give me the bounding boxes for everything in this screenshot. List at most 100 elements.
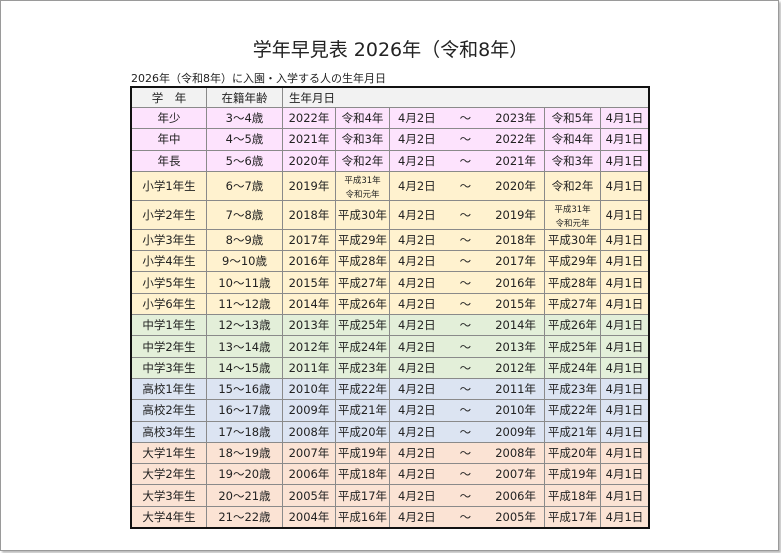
page-title: 学年早見表 2026年（令和8年） (252, 39, 529, 61)
grade-cell: 小学2年生 (130, 199, 207, 230)
table-row: 大学2年生 19～20歳 2006年 平成18年 4月2日 ～ 2007年 平成19年 4月1日 (130, 463, 650, 486)
start-date: 4月2日 (398, 318, 436, 333)
grade-cell: 高校3年生 (130, 420, 207, 443)
start-date: 4月2日 (398, 403, 436, 418)
end-date-cell: 4月1日 (600, 292, 650, 316)
date-range-cell: 4月2日 ～ 2013年 (389, 335, 545, 358)
grade-cell: 小学3年生 (130, 228, 207, 252)
table-row: 小学4年生 9～10歳 2016年 平成28年 4月2日 ～ 2017年 平成29年 4月1日 (130, 250, 650, 273)
table-row: 小学1年生 6～7歳 2019年 平成31年 令和元年 4月2日 ～ 2020年 令和2年 4月1… (130, 170, 650, 201)
header-grade: 学 年 (130, 86, 207, 108)
grade-cell: 中学1年生 (130, 314, 207, 337)
end-year: 2008年 (495, 446, 536, 460)
end-year: 2007年 (495, 467, 536, 482)
tilde: ～ (459, 403, 472, 418)
start-year-cell: 2006年 (282, 463, 336, 486)
end-date-cell: 4月1日 (600, 441, 650, 465)
date-range-cell: 4月2日 ～ 2019年 (389, 199, 545, 230)
start-era-cell: 平成16年 (335, 505, 390, 529)
start-year-cell: 2019年 (282, 170, 336, 201)
age-cell: 16～17歳 (206, 399, 283, 422)
end-date-cell: 4月1日 (600, 106, 650, 130)
end-era-cell: 平成30年 (544, 228, 601, 252)
age-cell: 9～10歳 (206, 250, 283, 273)
tilde: ～ (459, 296, 472, 311)
age-cell: 10～11歳 (206, 271, 283, 294)
date-range-cell: 4月2日 ～ 2020年 (389, 170, 545, 201)
table-row: 高校2年生 16～17歳 2009年 平成21年 4月2日 ～ 2010年 平成22年 4月1日 (130, 399, 650, 422)
start-date: 4月2日 (398, 488, 436, 503)
end-year: 2022年 (495, 132, 536, 147)
era-line: 令和元年 (345, 189, 380, 200)
tilde: ～ (459, 318, 472, 333)
end-date-cell: 4月1日 (600, 335, 650, 358)
end-year: 2009年 (495, 424, 536, 439)
end-era-cell: 平成20年 (544, 441, 601, 465)
end-era-cell: 令和5年 (544, 106, 601, 130)
start-year-cell: 2014年 (282, 292, 336, 316)
grade-cell: 小学6年生 (130, 292, 207, 316)
table-row: 中学3年生 14～15歳 2011年 平成23年 4月2日 ～ 2012年 平成24年 4月1日 (130, 356, 650, 379)
end-era-cell: 令和3年 (544, 149, 601, 172)
end-year: 2016年 (495, 275, 536, 290)
table-row: 高校3年生 17～18歳 2008年 平成20年 4月2日 ～ 2009年 平成21年 4月1日 (130, 420, 650, 443)
end-year: 2011年 (495, 382, 536, 397)
end-era-cell: 令和4年 (544, 128, 601, 151)
age-cell: 21～22歳 (206, 505, 283, 529)
date-range-cell: 4月2日 ～ 2017年 (389, 250, 545, 273)
end-year: 2006年 (495, 488, 536, 503)
start-year-cell: 2008年 (282, 420, 336, 443)
tilde: ～ (459, 207, 472, 222)
start-era-cell: 平成27年 (335, 271, 390, 294)
end-era-cell: 平成29年 (544, 250, 601, 273)
start-date: 4月2日 (398, 509, 436, 524)
age-cell: 4～5歳 (206, 128, 283, 151)
start-era-cell: 令和2年 (335, 149, 390, 172)
end-era-cell: 平成31年 令和元年 (544, 199, 601, 230)
table-row: 中学1年生 12～13歳 2013年 平成25年 4月2日 ～ 2014年 平成26年 4月1日 (130, 314, 650, 337)
start-year-cell: 2021年 (282, 128, 336, 151)
tilde: ～ (459, 111, 472, 126)
end-date-cell: 4月1日 (600, 505, 650, 529)
start-date: 4月2日 (398, 424, 436, 439)
tilde: ～ (459, 446, 472, 460)
start-date: 4月2日 (398, 275, 436, 290)
era-line: 平成31年 (344, 175, 381, 186)
date-range-cell: 4月2日 ～ 2012年 (389, 356, 545, 379)
end-date-cell: 4月1日 (600, 356, 650, 379)
grade-cell: 小学1年生 (130, 170, 207, 201)
start-date: 4月2日 (398, 132, 436, 147)
start-date: 4月2日 (398, 446, 436, 460)
start-date: 4月2日 (398, 178, 436, 193)
era-line: 令和元年 (555, 218, 590, 229)
table-row: 年少 3～4歳 2022年 令和4年 4月2日 ～ 2023年 令和5年 4月1日 (130, 106, 650, 130)
tilde: ～ (459, 254, 472, 269)
header-birthdate: 生年月日 (282, 86, 650, 108)
end-era-cell: 平成24年 (544, 356, 601, 379)
end-era-cell: 平成25年 (544, 335, 601, 358)
start-date: 4月2日 (398, 153, 436, 168)
date-range-cell: 4月2日 ～ 2008年 (389, 441, 545, 465)
date-range-cell: 4月2日 ～ 2011年 (389, 377, 545, 401)
table-row: 高校1年生 15～16歳 2010年 平成22年 4月2日 ～ 2011年 平成23年 4月1日 (130, 377, 650, 401)
end-date-cell: 4月1日 (600, 399, 650, 422)
start-date: 4月2日 (398, 467, 436, 482)
grade-cell: 高校1年生 (130, 377, 207, 401)
tilde: ～ (459, 132, 472, 147)
end-date-cell: 4月1日 (600, 271, 650, 294)
table-row: 大学1年生 18～19歳 2007年 平成19年 4月2日 ～ 2008年 平成20年 4月1日 (130, 441, 650, 465)
end-date-cell: 4月1日 (600, 314, 650, 337)
start-era-cell: 平成19年 (335, 441, 390, 465)
start-era-cell: 平成25年 (335, 314, 390, 337)
end-era-cell: 平成27年 (544, 292, 601, 316)
start-year-cell: 2013年 (282, 314, 336, 337)
start-year-cell: 2005年 (282, 484, 336, 507)
end-date-cell: 4月1日 (600, 484, 650, 507)
date-range-cell: 4月2日 ～ 2021年 (389, 149, 545, 172)
start-year-cell: 2012年 (282, 335, 336, 358)
age-cell: 14～15歳 (206, 356, 283, 379)
age-cell: 18～19歳 (206, 441, 283, 465)
start-era-cell: 平成23年 (335, 356, 390, 379)
start-era-cell: 平成31年令和元年 (335, 170, 390, 201)
end-era-cell: 平成22年 (544, 399, 601, 422)
